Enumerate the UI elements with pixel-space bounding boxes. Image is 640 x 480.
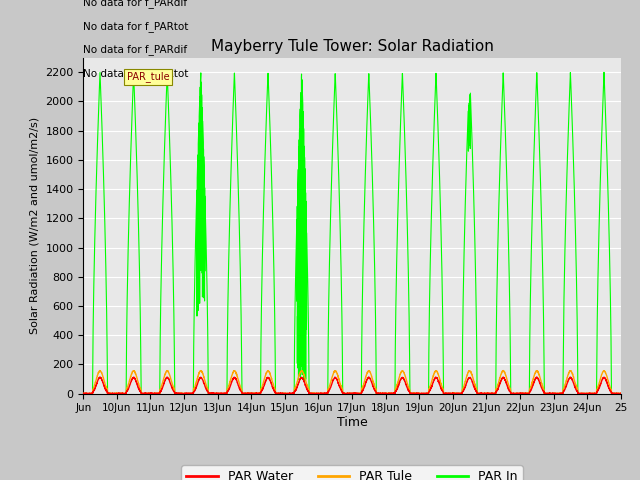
- Text: No data for f_PARtot: No data for f_PARtot: [83, 21, 189, 32]
- Title: Mayberry Tule Tower: Solar Radiation: Mayberry Tule Tower: Solar Radiation: [211, 39, 493, 54]
- X-axis label: Time: Time: [337, 416, 367, 429]
- Text: No data for f_PARtot: No data for f_PARtot: [83, 68, 189, 79]
- Text: No data for f_PARdif: No data for f_PARdif: [83, 0, 188, 8]
- Text: No data for f_PARdif: No data for f_PARdif: [83, 44, 188, 55]
- Y-axis label: Solar Radiation (W/m2 and umol/m2/s): Solar Radiation (W/m2 and umol/m2/s): [29, 117, 40, 334]
- Legend: PAR Water, PAR Tule, PAR In: PAR Water, PAR Tule, PAR In: [181, 465, 523, 480]
- Text: PAR_tule: PAR_tule: [127, 72, 170, 83]
